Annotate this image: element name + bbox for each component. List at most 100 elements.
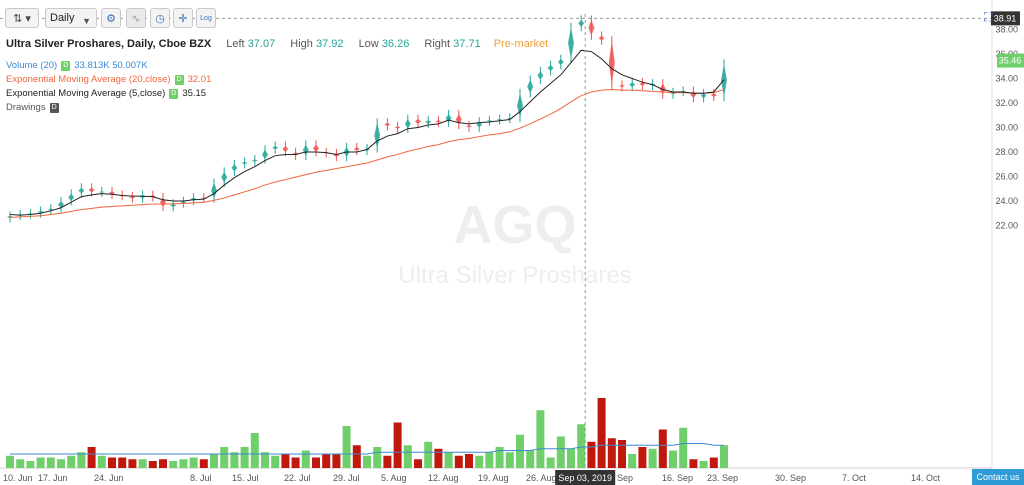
crosshair-price-text: 38.91 (994, 13, 1017, 23)
volume-bar (332, 454, 341, 468)
candle-body (68, 193, 75, 201)
settings-button[interactable]: ⚙ (101, 8, 121, 28)
session-button[interactable]: ◷ (150, 8, 170, 28)
volume-bar (77, 452, 86, 468)
x-tick-label: 12. Aug (428, 473, 459, 483)
candle-body (598, 35, 605, 41)
candle-body (466, 125, 472, 128)
crosshair-date-label: Sep 03, 2019 (555, 470, 616, 485)
candle-body (568, 27, 574, 59)
volume-bar (179, 459, 188, 468)
candle-body (241, 161, 248, 165)
volume-bar (57, 459, 65, 468)
volume-bar (87, 447, 96, 468)
watermark-ticker: AGQ (453, 195, 576, 255)
legend-ema20-badge[interactable]: D (174, 74, 184, 85)
legend-volume-label: Volume (20) (6, 60, 58, 71)
candle-body (557, 58, 564, 66)
legend-drawings[interactable]: Drawings D (6, 102, 63, 113)
volume-bar (475, 455, 484, 468)
chart-type-button[interactable]: ⇅ ▾ (5, 8, 39, 28)
x-tick-label: 30. Sep (775, 473, 806, 483)
volume-bar (679, 427, 688, 468)
gear-icon: ⚙ (106, 12, 116, 25)
legend-ema5-badge[interactable]: D (169, 88, 179, 99)
volume-bar (271, 455, 280, 468)
contact-us-button[interactable]: Contact us (972, 469, 1024, 485)
candle-body (445, 114, 452, 123)
legend-volume[interactable]: Volume (20) D 33.813K 50.007K (6, 60, 148, 71)
crosshair-button[interactable]: ✛ (173, 8, 193, 28)
legend-ema20-label: Exponential Moving Average (20,close) (6, 74, 171, 85)
y-tick-label: 38.00 (995, 25, 1018, 35)
candle-body (619, 84, 625, 88)
candle-body (588, 19, 595, 36)
watermark-name: Ultra Silver Proshares (398, 262, 631, 289)
volume-bar (159, 459, 167, 468)
fullscreen-icon[interactable]: ⛶ (984, 10, 993, 24)
interval-value: Daily (50, 12, 75, 24)
volume-bar (536, 410, 545, 468)
volume-bar (383, 455, 392, 468)
right-value: 37.71 (453, 38, 481, 50)
candle-body (527, 79, 534, 94)
ema5-line (9, 49, 725, 216)
candle-body (415, 118, 421, 124)
clock-icon: ◷ (155, 12, 165, 25)
volume-bar (618, 440, 626, 468)
legend-volume-badge[interactable]: D (61, 60, 71, 71)
volume-bar (505, 452, 514, 468)
volume-bar (444, 452, 453, 468)
legend-drawings-badge[interactable]: D (49, 102, 59, 113)
interval-select[interactable]: Daily ▼ (45, 8, 97, 28)
volume-bar (169, 461, 178, 468)
log-scale-button[interactable]: Log (196, 8, 216, 28)
compare-button[interactable]: ∿ (126, 8, 146, 28)
volume-bar (403, 445, 412, 468)
volume-bar (597, 398, 606, 468)
candle-body (629, 82, 636, 88)
volume-bar (291, 457, 300, 468)
x-tick-label: 17. Jun (38, 473, 68, 483)
candle-body (170, 203, 177, 208)
volume-bar (424, 441, 433, 468)
volume-bar (138, 459, 147, 468)
volume-bar (46, 457, 55, 468)
y-tick-label: 28.00 (995, 147, 1018, 157)
candle-body (211, 182, 217, 199)
y-tick-label: 30.00 (995, 123, 1018, 133)
x-tick-label: 10. Jun (3, 473, 33, 483)
legend-ema20[interactable]: Exponential Moving Average (20,close) D … (6, 74, 211, 85)
volume-bar (658, 429, 667, 468)
candle-body (659, 83, 666, 95)
candle-body (262, 149, 268, 160)
volume-bar (108, 457, 116, 468)
candle-body (486, 120, 493, 122)
candle-body (251, 159, 258, 162)
y-tick-label: 22.00 (995, 221, 1018, 231)
high-label: High (290, 38, 313, 50)
volume-bar (342, 426, 351, 468)
left-label: Left (226, 38, 245, 50)
volume-bar (699, 461, 708, 468)
volume-bar (261, 452, 269, 468)
x-tick-label: Sep (617, 473, 633, 483)
volume-bar (638, 447, 647, 468)
volume-bar (26, 461, 35, 468)
ema20-line (9, 89, 725, 219)
crosshair-price-bg (991, 11, 1020, 26)
legend-ema20-value: 32.01 (187, 74, 212, 85)
candle-body (98, 191, 105, 193)
volume-bar (393, 422, 402, 468)
candle-body (313, 144, 319, 152)
volume-bar (363, 455, 371, 468)
right-label: Right (424, 38, 451, 50)
candle-body (608, 40, 615, 85)
volume-bar (220, 447, 229, 468)
volume-bar (210, 454, 218, 468)
candle-body (221, 171, 228, 183)
legend-ema5[interactable]: Exponential Moving Average (5,close) D 3… (6, 88, 206, 99)
y-tick-label: 34.00 (995, 74, 1018, 84)
left-value: 37.07 (247, 38, 276, 50)
